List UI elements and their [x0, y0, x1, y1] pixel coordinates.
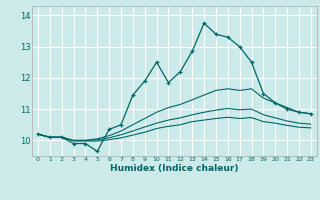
X-axis label: Humidex (Indice chaleur): Humidex (Indice chaleur) [110, 164, 239, 173]
